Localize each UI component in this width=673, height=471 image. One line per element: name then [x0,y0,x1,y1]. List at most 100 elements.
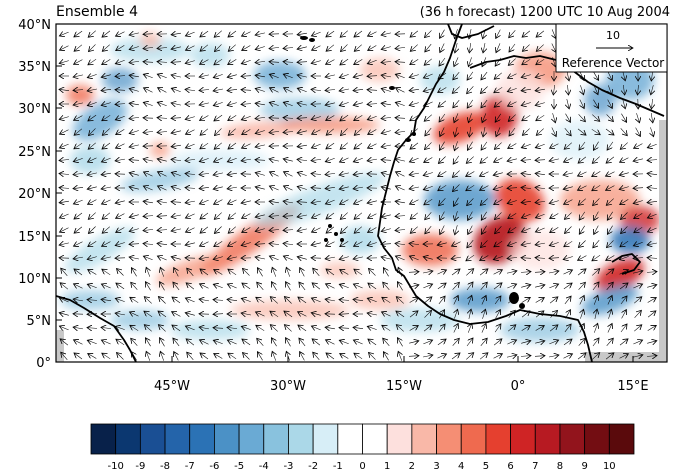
wind-vector [73,173,84,174]
wind-vector [102,241,111,247]
wind-vector [145,282,151,291]
wind-vector [312,214,321,218]
wind-vector [88,58,97,65]
wind-vector [480,338,487,346]
missing-data-strip [585,352,667,362]
wind-vector [382,325,391,331]
wind-vector [580,99,584,109]
wind-vector [297,229,307,231]
wind-vector [409,187,419,189]
colorbar-label: 2 [409,461,415,471]
wind-vector [284,311,293,318]
wind-vector [242,283,251,290]
wind-vector [271,338,277,347]
wind-vector [115,298,125,301]
wind-vector [454,309,457,319]
wind-vector [521,285,531,288]
lon-tick-label: 45°W [154,379,190,394]
colorbar-swatch [214,423,240,455]
wind-vector [286,282,291,291]
wind-vector [228,226,236,234]
colorbar-label: -2 [308,461,318,471]
wind-vector [311,188,322,189]
wind-vector [535,144,545,147]
wind-vector [129,131,139,134]
wind-vector [157,102,167,105]
wind-vector [425,142,432,149]
wind-vector [269,159,279,161]
wind-vector [143,229,154,230]
wind-vector [171,47,181,49]
wind-vector [311,32,321,36]
wind-vector [634,227,643,232]
wind-vector [620,199,629,204]
wind-vector [438,171,447,176]
islands [300,36,525,309]
wind-vector [143,159,153,161]
wind-vector [171,172,181,175]
wind-vector [88,30,96,38]
wind-vector [227,89,238,90]
wind-vector [438,100,447,107]
colorbar-swatch [139,423,166,455]
wind-vector [102,44,110,52]
wind-vector [521,258,532,259]
wind-vector [606,156,615,163]
wind-vector [339,257,349,260]
lat-tick-label: 20°N [18,187,51,202]
wind-vector [467,99,474,108]
wind-vector [297,88,307,91]
wind-vector [158,172,167,177]
wind-vector [367,313,377,315]
wind-vector [339,74,349,77]
wind-vector [115,90,126,91]
wind-vector [409,298,419,303]
wind-vector [185,61,195,64]
wind-vector [88,142,96,149]
wind-vector [606,198,614,206]
wind-vector [509,127,516,136]
wind-vector [242,129,251,134]
wind-vector [452,338,460,346]
wind-vector [409,103,419,106]
colorbar-label: -8 [160,461,170,471]
wind-vector [468,323,471,333]
wind-vector [215,128,222,135]
wind-vector [466,338,473,347]
wind-vector [200,142,209,149]
wind-vector [521,297,531,303]
wind-vector [480,172,489,177]
wind-vector [171,145,181,147]
wind-vector [353,340,363,344]
wind-vector [185,117,195,120]
wind-vector [129,187,139,189]
wind-vector [354,30,363,37]
wind-vector [535,173,545,174]
wind-vector [549,159,559,161]
wind-vector [61,352,68,360]
wind-vector [60,283,69,290]
wind-vector [592,282,599,291]
wind-vector [440,127,444,137]
wind-vector [311,243,321,245]
wind-vector [186,339,195,346]
wind-vector [381,62,392,63]
wind-vector [549,325,558,332]
wind-vector [354,269,363,276]
wind-vector [452,282,460,290]
wind-vector [101,187,111,189]
anomaly-patch [500,318,580,342]
wind-vector [129,47,139,50]
wind-vector [311,159,322,160]
wind-vector [633,159,643,161]
wind-vector [143,131,154,132]
wind-vector [117,353,124,360]
wind-vector [494,87,503,92]
wind-vector [59,160,70,161]
wind-vector [171,187,181,190]
wind-vector [647,201,658,202]
wind-vector [339,284,349,287]
wind-vector [116,227,125,233]
wind-vector [507,159,517,161]
wind-vector [214,354,223,359]
